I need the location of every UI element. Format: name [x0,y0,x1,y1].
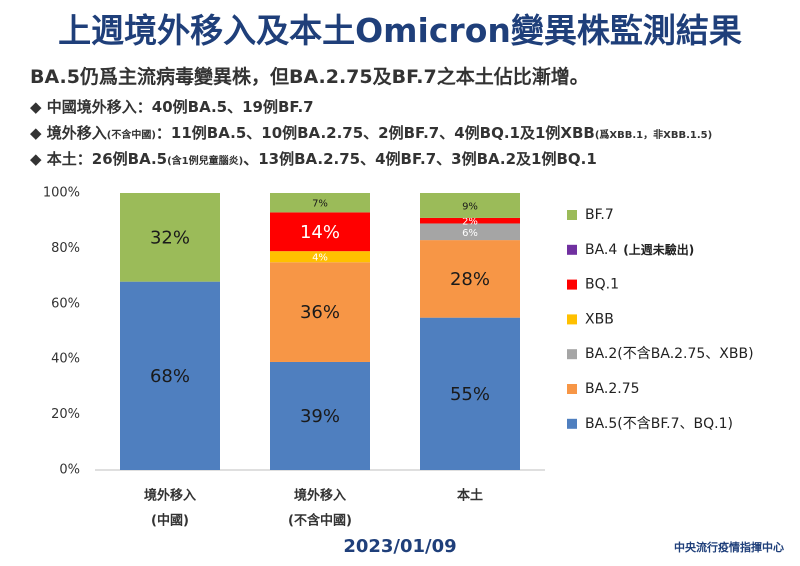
legend-name: XBB [585,311,614,327]
value-label: 7% [312,199,328,210]
value-label: 36% [300,302,340,323]
legend-label: BA.5(不含BF.7、BQ.1) [585,416,733,432]
bar-segment [270,361,370,470]
legend-name: BQ.1 [585,277,619,293]
legend-name: BA.2.75 [585,381,640,397]
legend-label: BF.7 [585,207,614,223]
legend-swatch [567,418,577,429]
x-tick-label: 境外移入 [294,488,346,504]
bar-segment [270,193,370,213]
bullet-text: 本土：26例BA.5 [46,150,168,168]
date: 2023/01/09 [343,536,456,557]
y-tick-label: 60% [51,296,80,311]
bullet-text: 中國境外移入：40例BA.5、19例BF.7 [46,98,314,116]
bar-segment [420,223,520,241]
legend-label: BA.4 (上週未驗出) [585,241,694,257]
subtitle: BA.5仍爲主流病毒變異株，但BA.2.75及BF.7之本土佔比漸增。 [30,66,589,88]
value-label: 2% [462,217,478,228]
legend-swatch [567,314,577,325]
value-label: 32% [150,227,190,248]
value-label: 6% [462,228,478,239]
x-tick-label: 境外移入 [144,488,196,504]
bullet-text: (爲XBB.1，非XBB.1.5) [594,130,713,141]
value-label: 55% [450,384,490,405]
legend-label: BA.2.75 [585,381,640,397]
value-label: 4% [312,253,328,264]
y-tick-label: 20% [51,407,80,422]
bullet-text: 境外移入 [46,124,107,142]
x-tick-sublabel: (不含中國) [288,513,352,529]
value-label: 39% [300,406,340,427]
bullet-text: 、13例BA.2.75、4例BF.7、3例BA.2及1例BQ.1 [243,150,597,168]
legend-name: BA.2(不含BA.2.75、XBB) [585,346,754,362]
legend-swatch [567,244,577,255]
legend-label: XBB [585,311,614,327]
legend-name: BA.5(不含BF.7、BQ.1) [585,416,733,432]
title: 上週境外移入及本土Omicron變異株監測結果 [58,11,742,50]
legend-name: BF.7 [585,207,614,223]
bullet: ◆ 中國境外移入：40例BA.5、19例BF.7 [30,98,314,116]
y-tick-label: 80% [51,241,80,256]
legend-swatch [567,210,577,220]
y-tick-label: 0% [59,463,80,478]
value-label: 14% [300,222,340,243]
legend-swatch [567,349,577,360]
source: 中央流行疫情指揮中心 [674,540,784,554]
bar-segment [420,317,520,470]
bullet: ◆ 境外移入(不含中國)：11例BA.5、10例BA.2.75、2例BF.7、4… [30,124,713,142]
bar-segment [120,281,220,470]
legend-label: BQ.1 [585,277,619,293]
bar-segment [420,217,520,224]
legend-note: (上週未驗出) [623,241,694,256]
y-tick-label: 100% [43,186,80,201]
bar-segment [270,262,370,362]
bullet-text: (含1例兒童腦炎) [167,156,244,167]
bar-segment [420,193,520,218]
bar-segment [120,193,220,282]
bullet: ◆ 本土：26例BA.5(含1例兒童腦炎)、13例BA.2.75、4例BF.7、… [30,150,597,168]
bullet-text: (不含中國) [106,130,156,141]
bar-segment [270,212,370,252]
x-tick-label: 本土 [457,488,483,504]
legend-label: BA.2(不含BA.2.75、XBB) [585,346,754,362]
bar-segment [270,251,370,263]
value-label: 28% [450,269,490,290]
bullet-text: ：11例BA.5、10例BA.2.75、2例BF.7、4例BQ.1及1例XBB [155,124,595,142]
x-tick-sublabel: (中國) [151,513,189,529]
bar-segment [420,240,520,318]
legend-swatch [567,279,577,290]
legend-name: BA.4 [585,242,617,258]
y-tick-label: 40% [51,352,80,367]
value-label: 68% [150,366,190,387]
legend-swatch [567,384,577,394]
value-label: 9% [462,201,478,212]
